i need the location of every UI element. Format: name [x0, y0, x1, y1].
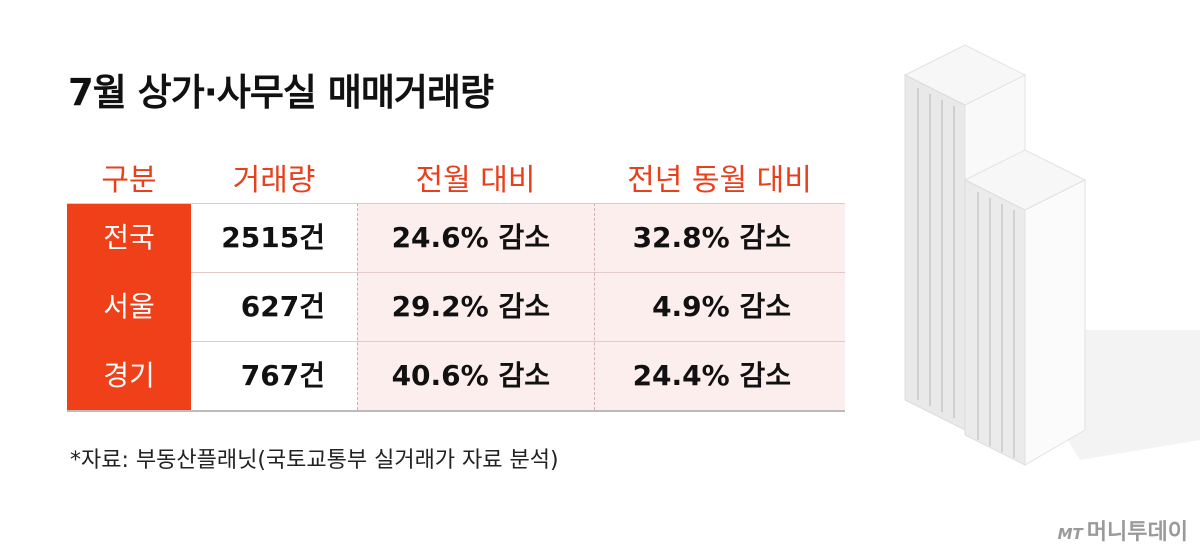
row-header: 경기	[67, 341, 191, 410]
table-cell: 29.2% 감소	[357, 272, 594, 341]
column-divider	[357, 203, 358, 410]
logo-mark: MT	[1057, 525, 1083, 543]
table-cell: 40.6% 감소	[357, 341, 594, 410]
column-header: 구분	[101, 163, 157, 198]
logo-name: 머니투데이	[1086, 520, 1188, 545]
logo: MT 머니투데이	[1058, 514, 1188, 546]
row-divider	[191, 341, 845, 342]
table-cell: 32.8% 감소	[594, 203, 845, 272]
table-cell: 767건	[191, 341, 357, 410]
table-cell: 627건	[191, 272, 357, 341]
column-header: 전월 대비	[415, 163, 536, 198]
table-top-line	[67, 203, 845, 204]
table-bottom-line	[67, 410, 845, 412]
row-header: 전국	[67, 203, 191, 272]
row-header: 서울	[67, 272, 191, 341]
source-note: *자료: 부동산플래닛(국토교통부 실거래가 자료 분석)	[70, 448, 559, 473]
table-cell: 2515건	[191, 203, 357, 272]
column-header: 전년 동월 대비	[627, 163, 812, 198]
row-divider	[191, 272, 845, 273]
title: 7월 상가·사무실 매매거래량	[68, 71, 494, 114]
table-cell: 4.9% 감소	[594, 272, 845, 341]
table-cell: 24.6% 감소	[357, 203, 594, 272]
column-header: 거래량	[232, 163, 316, 198]
table-cell: 24.4% 감소	[594, 341, 845, 410]
column-divider	[594, 203, 595, 410]
